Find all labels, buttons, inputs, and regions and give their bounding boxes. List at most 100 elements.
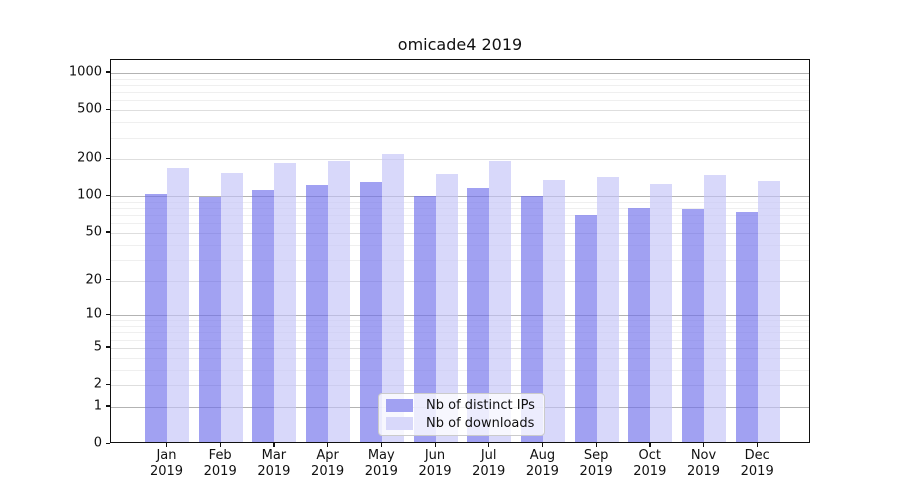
gridline-20 <box>111 280 809 282</box>
x-tick-mark <box>756 443 758 447</box>
gridline-minor <box>111 208 809 210</box>
y-tick-label-0: 0 <box>93 435 102 451</box>
gridline-minor <box>111 78 809 80</box>
y-tick-label-1000: 1000 <box>68 64 102 80</box>
gridline-minor <box>111 100 809 102</box>
bar-downloads-jan <box>167 168 189 442</box>
bar-distinct-ips-jun <box>413 195 436 442</box>
x-tick-mark <box>434 443 436 447</box>
bar-distinct-ips-aug <box>520 195 543 442</box>
y-tick-label-20: 20 <box>85 272 102 287</box>
gridline-1000 <box>111 72 809 74</box>
x-tick-mark <box>166 443 168 447</box>
x-tick-mark <box>595 443 597 447</box>
legend-swatch-distinct-ips <box>386 399 413 413</box>
y-tick-mark <box>106 442 110 444</box>
legend-item-downloads: Nb of downloads <box>386 416 537 431</box>
x-tick-mark <box>380 443 383 447</box>
y-tick-label-500: 500 <box>77 101 102 117</box>
x-tick-label-aug: Aug 2019 <box>525 448 559 479</box>
x-tick-label-nov: Nov 2019 <box>686 448 721 479</box>
y-tick-label-2: 2 <box>93 376 102 392</box>
bar-downloads-jul <box>489 161 512 442</box>
bar-distinct-ips-dec <box>735 212 758 442</box>
x-tick-label-jul: Jul 2019 <box>472 448 506 479</box>
x-tick-mark <box>649 443 651 447</box>
gridline-minor <box>111 320 809 322</box>
y-tick-mark <box>106 279 110 281</box>
x-tick-label-may: May 2019 <box>364 448 398 479</box>
bar-distinct-ips-feb <box>198 196 221 442</box>
gridline-100 <box>111 196 809 198</box>
x-tick-label-dec: Dec 2019 <box>740 448 774 479</box>
y-tick-label-10: 10 <box>85 306 102 322</box>
plot-area <box>110 59 810 443</box>
y-tick-mark <box>106 194 110 196</box>
y-tick-label-50: 50 <box>85 224 102 240</box>
gridline-minor <box>111 244 809 246</box>
x-tick-mark <box>327 443 329 447</box>
bar-downloads-jun <box>435 174 458 442</box>
chart-title: omicade4 2019 <box>397 35 523 54</box>
gridline-minor <box>111 137 809 139</box>
gridline-2 <box>111 385 809 386</box>
gridline-minor <box>111 369 809 371</box>
bar-distinct-ips-may <box>359 182 382 442</box>
x-tick-label-sep: Sep 2019 <box>579 448 613 479</box>
bar-downloads-dec <box>757 181 780 442</box>
legend-swatch-downloads <box>386 416 413 430</box>
gridline-500 <box>111 110 809 112</box>
bars-layer <box>111 60 809 442</box>
y-tick-mark <box>106 313 110 316</box>
gridline-minor <box>111 84 809 86</box>
gridline-minor <box>111 339 809 341</box>
x-tick-label-feb: Feb 2019 <box>203 448 237 479</box>
x-tick-label-apr: Apr 2019 <box>311 448 345 479</box>
bar-downloads-oct <box>650 184 673 442</box>
bar-distinct-ips-jan <box>145 194 167 442</box>
bar-distinct-ips-jul <box>467 187 490 442</box>
gridline-minor <box>111 122 809 124</box>
x-tick-label-mar: Mar 2019 <box>257 448 291 479</box>
legend-item-distinct-ips: Nb of distinct IPs <box>386 398 537 413</box>
gridline-minor <box>111 326 809 327</box>
y-tick-label-1: 1 <box>93 398 102 414</box>
legend: Nb of distinct IPs Nb of downloads <box>378 393 545 436</box>
bar-downloads-may <box>381 154 404 442</box>
x-tick-mark <box>488 443 490 447</box>
x-tick-mark <box>703 443 705 447</box>
bar-distinct-ips-mar <box>252 190 275 442</box>
y-tick-mark <box>106 346 110 348</box>
bar-downloads-aug <box>542 180 565 442</box>
y-tick-mark <box>106 405 110 407</box>
x-tick-mark <box>273 443 275 447</box>
gridline-minor <box>111 259 809 261</box>
gridline-minor <box>111 357 809 359</box>
legend-label-distinct-ips: Nb of distinct IPs <box>426 398 535 414</box>
x-tick-mark <box>219 443 221 447</box>
y-tick-label-200: 200 <box>77 150 102 166</box>
y-tick-mark <box>106 383 110 385</box>
bar-downloads-apr <box>328 161 351 442</box>
legend-label-downloads: Nb of downloads <box>426 415 535 431</box>
y-tick-mark <box>106 157 110 159</box>
grid-layer <box>111 60 809 442</box>
gridline-minor <box>111 92 809 94</box>
bar-distinct-ips-oct <box>628 208 651 442</box>
x-tick-label-oct: Oct 2019 <box>633 448 667 479</box>
x-tick-label-jan: Jan 2019 <box>149 448 184 479</box>
gridline-minor <box>111 332 809 334</box>
gridline-200 <box>111 159 809 161</box>
x-tick-mark <box>541 443 544 447</box>
bar-distinct-ips-sep <box>574 214 597 442</box>
y-tick-mark <box>106 108 110 110</box>
x-tick-label-jun: Jun 2019 <box>418 448 452 479</box>
gridline-10 <box>111 315 809 317</box>
gridline-5 <box>111 347 809 349</box>
gridline-minor <box>111 215 809 217</box>
bar-distinct-ips-apr <box>306 185 329 442</box>
bar-distinct-ips-nov <box>682 209 704 442</box>
bar-downloads-mar <box>274 162 297 442</box>
y-tick-label-100: 100 <box>77 187 102 203</box>
